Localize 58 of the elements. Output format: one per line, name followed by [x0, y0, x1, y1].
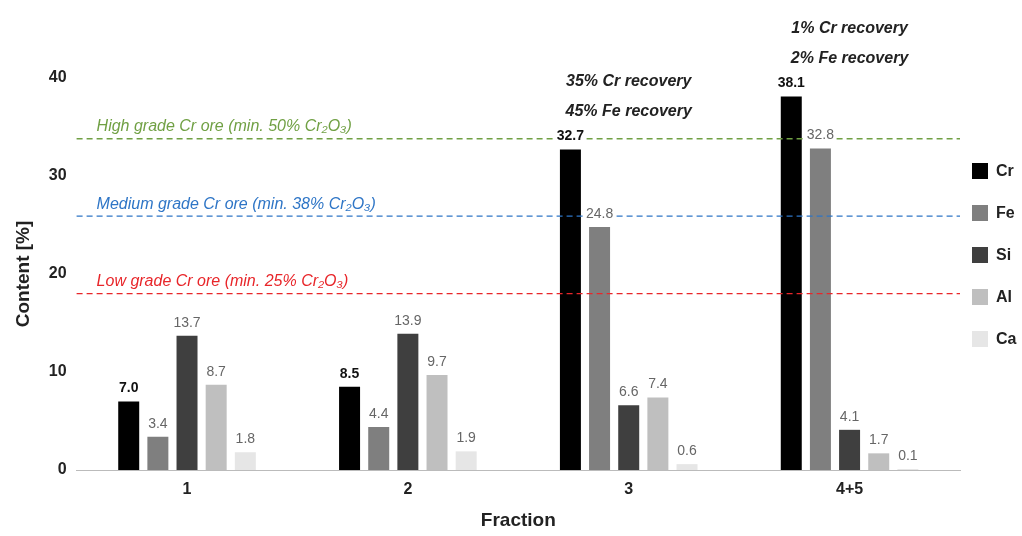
data-label: 4.4: [368, 404, 389, 421]
data-label: 4.1: [839, 407, 860, 424]
bar: [234, 452, 256, 470]
data-label: 32.7: [556, 127, 585, 144]
bar: [780, 96, 802, 470]
data-label: 24.8: [585, 204, 614, 221]
text: 2% Fe recovery: [789, 49, 910, 67]
x-axis-title: Fraction: [480, 508, 556, 530]
data-label: 8.5: [339, 364, 360, 381]
data-label: 0.1: [898, 446, 918, 463]
data-label: 1.7: [868, 431, 889, 448]
legend-label: Si: [996, 246, 1012, 264]
data-label: 9.7: [427, 352, 447, 369]
data-label: 7.4: [648, 375, 668, 392]
x-tick-label: 3: [624, 480, 634, 498]
x-tick-label: 2: [403, 480, 413, 498]
bar: [559, 149, 581, 470]
bar: [839, 429, 861, 470]
data-label: 38.1: [777, 74, 806, 91]
data-label: 3.4: [148, 414, 168, 431]
data-label: 1.8: [235, 430, 256, 447]
bar: [176, 335, 198, 470]
annotation: 35% Cr recovery: [566, 71, 693, 89]
data-label: 7.0: [118, 379, 139, 396]
y-tick-label: 20: [48, 264, 67, 282]
y-axis-title: Content [%]: [11, 220, 33, 328]
data-label: 0.6: [677, 441, 697, 458]
data-label: 13.7: [173, 313, 201, 330]
x-tick-label: 1: [182, 480, 192, 498]
ref-line-label: High grade Cr ore (min. 50% Cr₂O₃): [96, 117, 352, 135]
legend-label: Cr: [996, 162, 1014, 180]
annotation: 45% Fe recovery: [564, 101, 693, 119]
text: 1% Cr recovery: [791, 19, 909, 37]
bar: [809, 148, 831, 470]
legend-label: Ca: [996, 330, 1017, 348]
data-label: 1.9: [456, 429, 477, 446]
bar: [618, 405, 640, 470]
ref-line-label: Medium grade Cr ore (min. 38% Cr₂O₃): [96, 194, 376, 212]
legend-label: Al: [996, 288, 1012, 306]
bar: [118, 401, 140, 470]
bar: [339, 386, 361, 470]
ref-line-label: Low grade Cr ore (min. 25% Cr₂O₃): [96, 272, 349, 290]
bar: [397, 333, 419, 470]
bar: [676, 464, 698, 470]
bar: [147, 436, 169, 470]
data-label: 13.9: [394, 311, 422, 328]
bar: [368, 426, 390, 470]
data-label: 32.8: [806, 126, 835, 143]
y-tick-label: 30: [48, 166, 67, 184]
data-label: 6.6: [618, 383, 639, 400]
data-label: 8.7: [206, 362, 227, 379]
y-tick-label: 0: [57, 460, 67, 478]
x-tick-label: 4+5: [836, 480, 864, 498]
y-tick-label: 40: [48, 68, 67, 86]
bar: [455, 451, 477, 470]
legend-label: Fe: [996, 204, 1015, 222]
y-tick-label: 10: [48, 362, 67, 380]
bar: [589, 226, 611, 470]
